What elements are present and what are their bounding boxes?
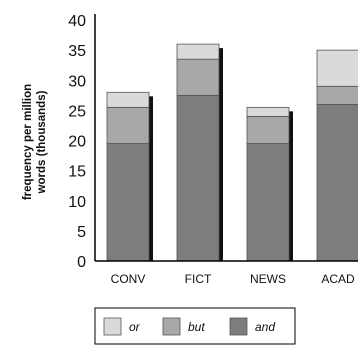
bar-segment-conv-but (106, 106, 150, 144)
legend-label-and: and (255, 320, 275, 334)
bar-segment-conv-or (106, 91, 150, 108)
bar-segment-news-or (246, 106, 290, 117)
bar-segment-fict-and (176, 94, 220, 262)
y-axis-title-line-2: words (thousands) (36, 90, 48, 194)
y-tick-label: 5 (77, 224, 86, 241)
legend-swatch-and (229, 317, 248, 336)
legend: or but and (94, 307, 296, 345)
y-axis-title-line-1: frequency per million (22, 84, 34, 200)
bar-segment-news-and (246, 143, 290, 262)
category-label: ACAD (321, 272, 355, 286)
bar-segment-fict-but (176, 58, 220, 96)
category-labels: CONV FICT NEWS ACAD (111, 272, 355, 286)
y-tick-label: 20 (68, 134, 86, 151)
legend-label-but: but (188, 320, 205, 334)
y-tick-label: 10 (68, 194, 86, 211)
category-label: FICT (185, 272, 212, 286)
legend-label-or: or (129, 320, 141, 334)
bar-segment-news-but (246, 116, 290, 144)
y-axis-title: frequency per million words (thousands) (22, 84, 48, 200)
category-label: CONV (111, 272, 146, 286)
y-tick-label: 15 (68, 164, 86, 181)
bar-segment-acad-or (316, 49, 358, 87)
y-tick-label: 25 (68, 103, 86, 120)
y-tick-label: 35 (68, 43, 86, 60)
bar-segment-acad-but (316, 85, 358, 105)
bar-segment-fict-or (176, 43, 220, 60)
legend-box (94, 307, 296, 345)
y-tick-label: 0 (77, 254, 86, 271)
legend-swatch-but (162, 317, 181, 336)
bar-segment-conv-and (106, 143, 150, 262)
y-tick-label: 40 (68, 13, 86, 30)
category-label: NEWS (250, 272, 286, 286)
legend-swatch-or (103, 317, 122, 336)
y-tick-label: 30 (68, 73, 86, 90)
bars (106, 43, 358, 262)
y-axis-tick-labels: 0 5 10 15 20 25 30 35 40 (68, 13, 86, 271)
bar-segment-acad-and (316, 103, 358, 262)
